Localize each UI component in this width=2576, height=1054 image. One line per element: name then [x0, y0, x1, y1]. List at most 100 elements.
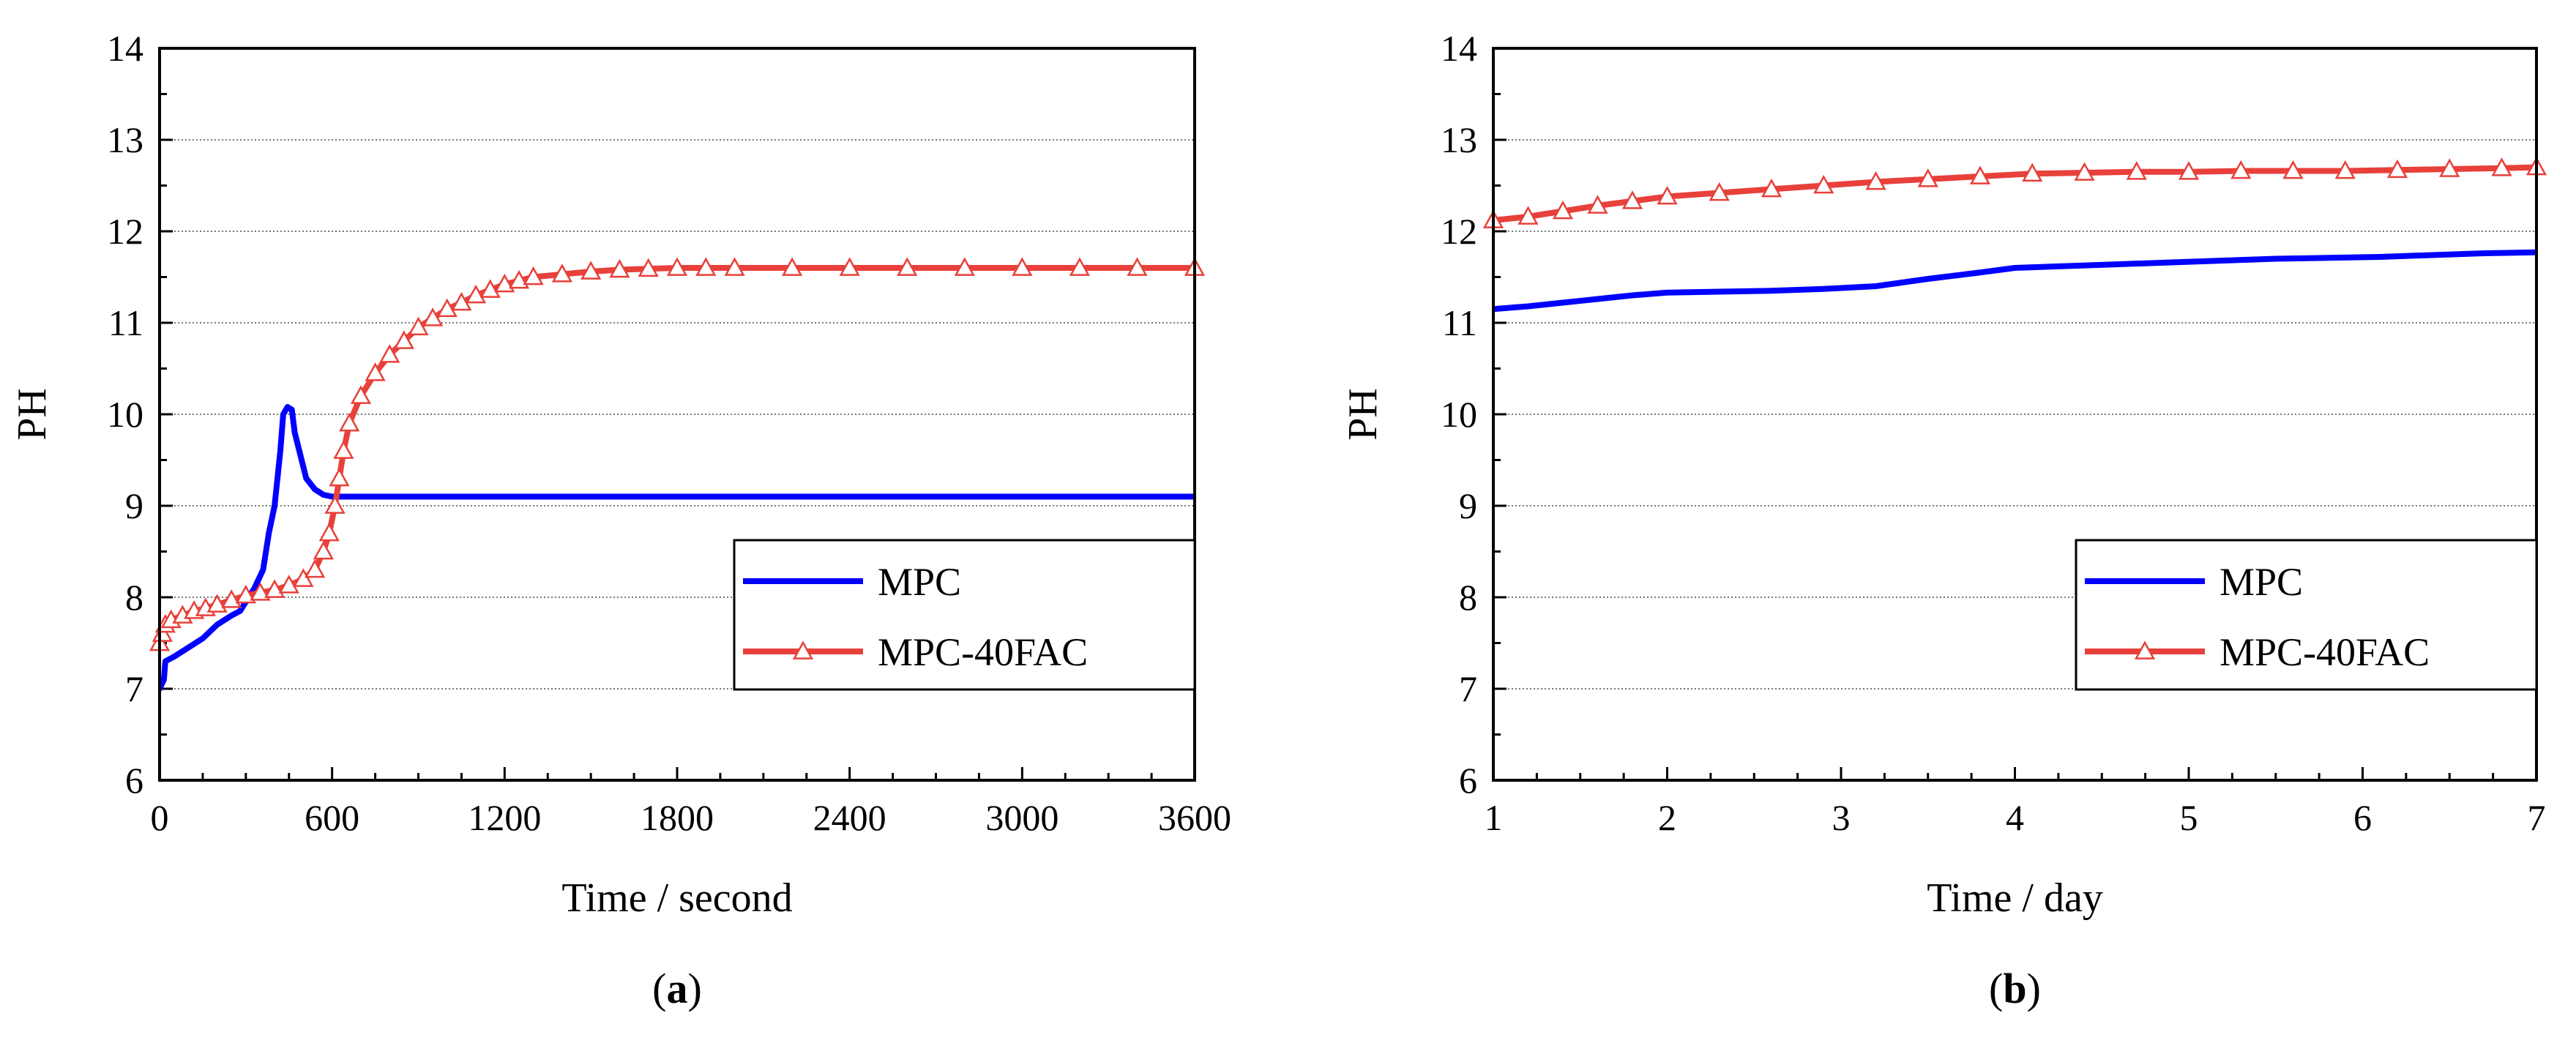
y-tick-label: 11	[1442, 302, 1477, 343]
legend-label: MPC	[878, 560, 961, 604]
y-tick-label: 10	[1441, 394, 1477, 435]
data-point	[1552, 200, 1574, 220]
data-point	[580, 261, 602, 280]
x-tick-label: 3	[1832, 797, 1851, 838]
x-tick-label: 0	[151, 797, 169, 838]
legend-label: MPC-40FAC	[2220, 630, 2430, 674]
data-point	[1761, 178, 1782, 198]
data-point	[954, 257, 975, 276]
data-point	[451, 291, 472, 311]
data-point	[523, 266, 544, 285]
x-tick-label: 7	[2528, 797, 2546, 838]
data-point	[465, 284, 487, 304]
chart-panel-a: 6 7 8 9 10 11 12 13 14 0 600 1200 1800 2400 3000 3600 Ti…	[10, 28, 1231, 1012]
legend-label: MPC-40FAC	[878, 630, 1088, 674]
series-line-mpc	[160, 404, 1195, 692]
y-tick-label: 13	[1441, 119, 1477, 160]
data-point	[324, 495, 346, 514]
data-point	[1865, 171, 1886, 190]
x-tick-label: 3000	[985, 797, 1059, 838]
data-point	[551, 264, 573, 283]
data-point	[2334, 160, 2356, 179]
data-point	[2282, 160, 2304, 179]
x-tick-label: 5	[2180, 797, 2198, 838]
legend-box	[733, 539, 1196, 691]
legend: MPC MPC-40FAC	[733, 539, 1196, 691]
x-axis-label: Time / second	[561, 875, 792, 921]
legend-box	[2075, 539, 2538, 691]
data-point	[408, 316, 429, 336]
data-point	[250, 582, 271, 601]
plot-frame	[1492, 47, 2538, 782]
data-point	[1709, 182, 1730, 201]
data-point	[2074, 162, 2095, 181]
x-tick-label: 6	[2353, 797, 2372, 838]
y-tick-label: 7	[125, 668, 143, 709]
data-point	[293, 568, 314, 587]
x-axis-label: Time / day	[1927, 875, 2103, 921]
data-point	[1917, 168, 1938, 187]
data-point	[2230, 160, 2252, 179]
panel-letter: b	[2003, 965, 2026, 1012]
data-point	[2439, 158, 2460, 177]
data-point	[436, 298, 458, 318]
x-tick-label: 600	[305, 797, 359, 838]
data-point	[422, 307, 444, 326]
y-tick-label: 8	[125, 577, 143, 618]
data-point	[2491, 157, 2512, 176]
data-point	[638, 258, 659, 277]
panel-label: (b)	[1989, 965, 2041, 1012]
data-point	[695, 257, 717, 276]
data-point	[897, 257, 918, 276]
data-point	[1587, 195, 1608, 214]
y-tick-label: 14	[1441, 28, 1477, 69]
data-point	[1127, 257, 1148, 276]
data-point	[1012, 257, 1033, 276]
data-point	[2178, 161, 2200, 180]
data-point	[494, 273, 515, 293]
x-tick-label: 2	[1658, 797, 1676, 838]
data-point	[379, 344, 400, 363]
data-point	[313, 540, 335, 560]
legend-marker	[2134, 640, 2156, 659]
y-tick-label: 10	[107, 394, 143, 435]
data-point	[609, 258, 630, 278]
legend-label: MPC	[2220, 560, 2303, 604]
data-point	[304, 558, 326, 578]
data-point	[235, 584, 256, 604]
data-point	[724, 257, 745, 276]
data-point	[666, 257, 688, 276]
y-tick-label: 8	[1459, 577, 1477, 618]
y-axis-label: PH	[1340, 388, 1386, 441]
data-point	[479, 279, 501, 298]
x-tick-label: 4	[2006, 797, 2024, 838]
y-tick-label: 6	[1459, 760, 1477, 801]
legend-marker	[792, 640, 814, 659]
data-point	[1069, 257, 1091, 276]
data-point	[318, 522, 340, 542]
y-tick-label: 7	[1459, 668, 1477, 709]
y-tick-label: 9	[125, 485, 143, 526]
x-tick-label: 1	[1485, 797, 1503, 838]
data-point	[393, 330, 414, 349]
x-tick-label: 1800	[641, 797, 714, 838]
data-point	[1517, 206, 1539, 225]
x-tick-label: 1200	[468, 797, 541, 838]
y-tick-label: 9	[1459, 485, 1477, 526]
data-point	[508, 269, 530, 289]
data-point	[781, 257, 803, 276]
y-tick-label: 12	[107, 211, 143, 252]
y-tick-label: 11	[108, 302, 143, 343]
data-point	[1621, 190, 1643, 209]
y-tick-label: 6	[125, 760, 143, 801]
series-line-mpc-40fac	[1493, 164, 2536, 223]
legend: MPC MPC-40FAC	[2075, 539, 2538, 691]
data-point	[839, 257, 860, 276]
data-point	[333, 440, 354, 459]
data-point	[1657, 185, 1678, 205]
series-line-mpc	[1493, 249, 2536, 313]
data-point	[2386, 159, 2408, 179]
data-point	[152, 623, 173, 642]
